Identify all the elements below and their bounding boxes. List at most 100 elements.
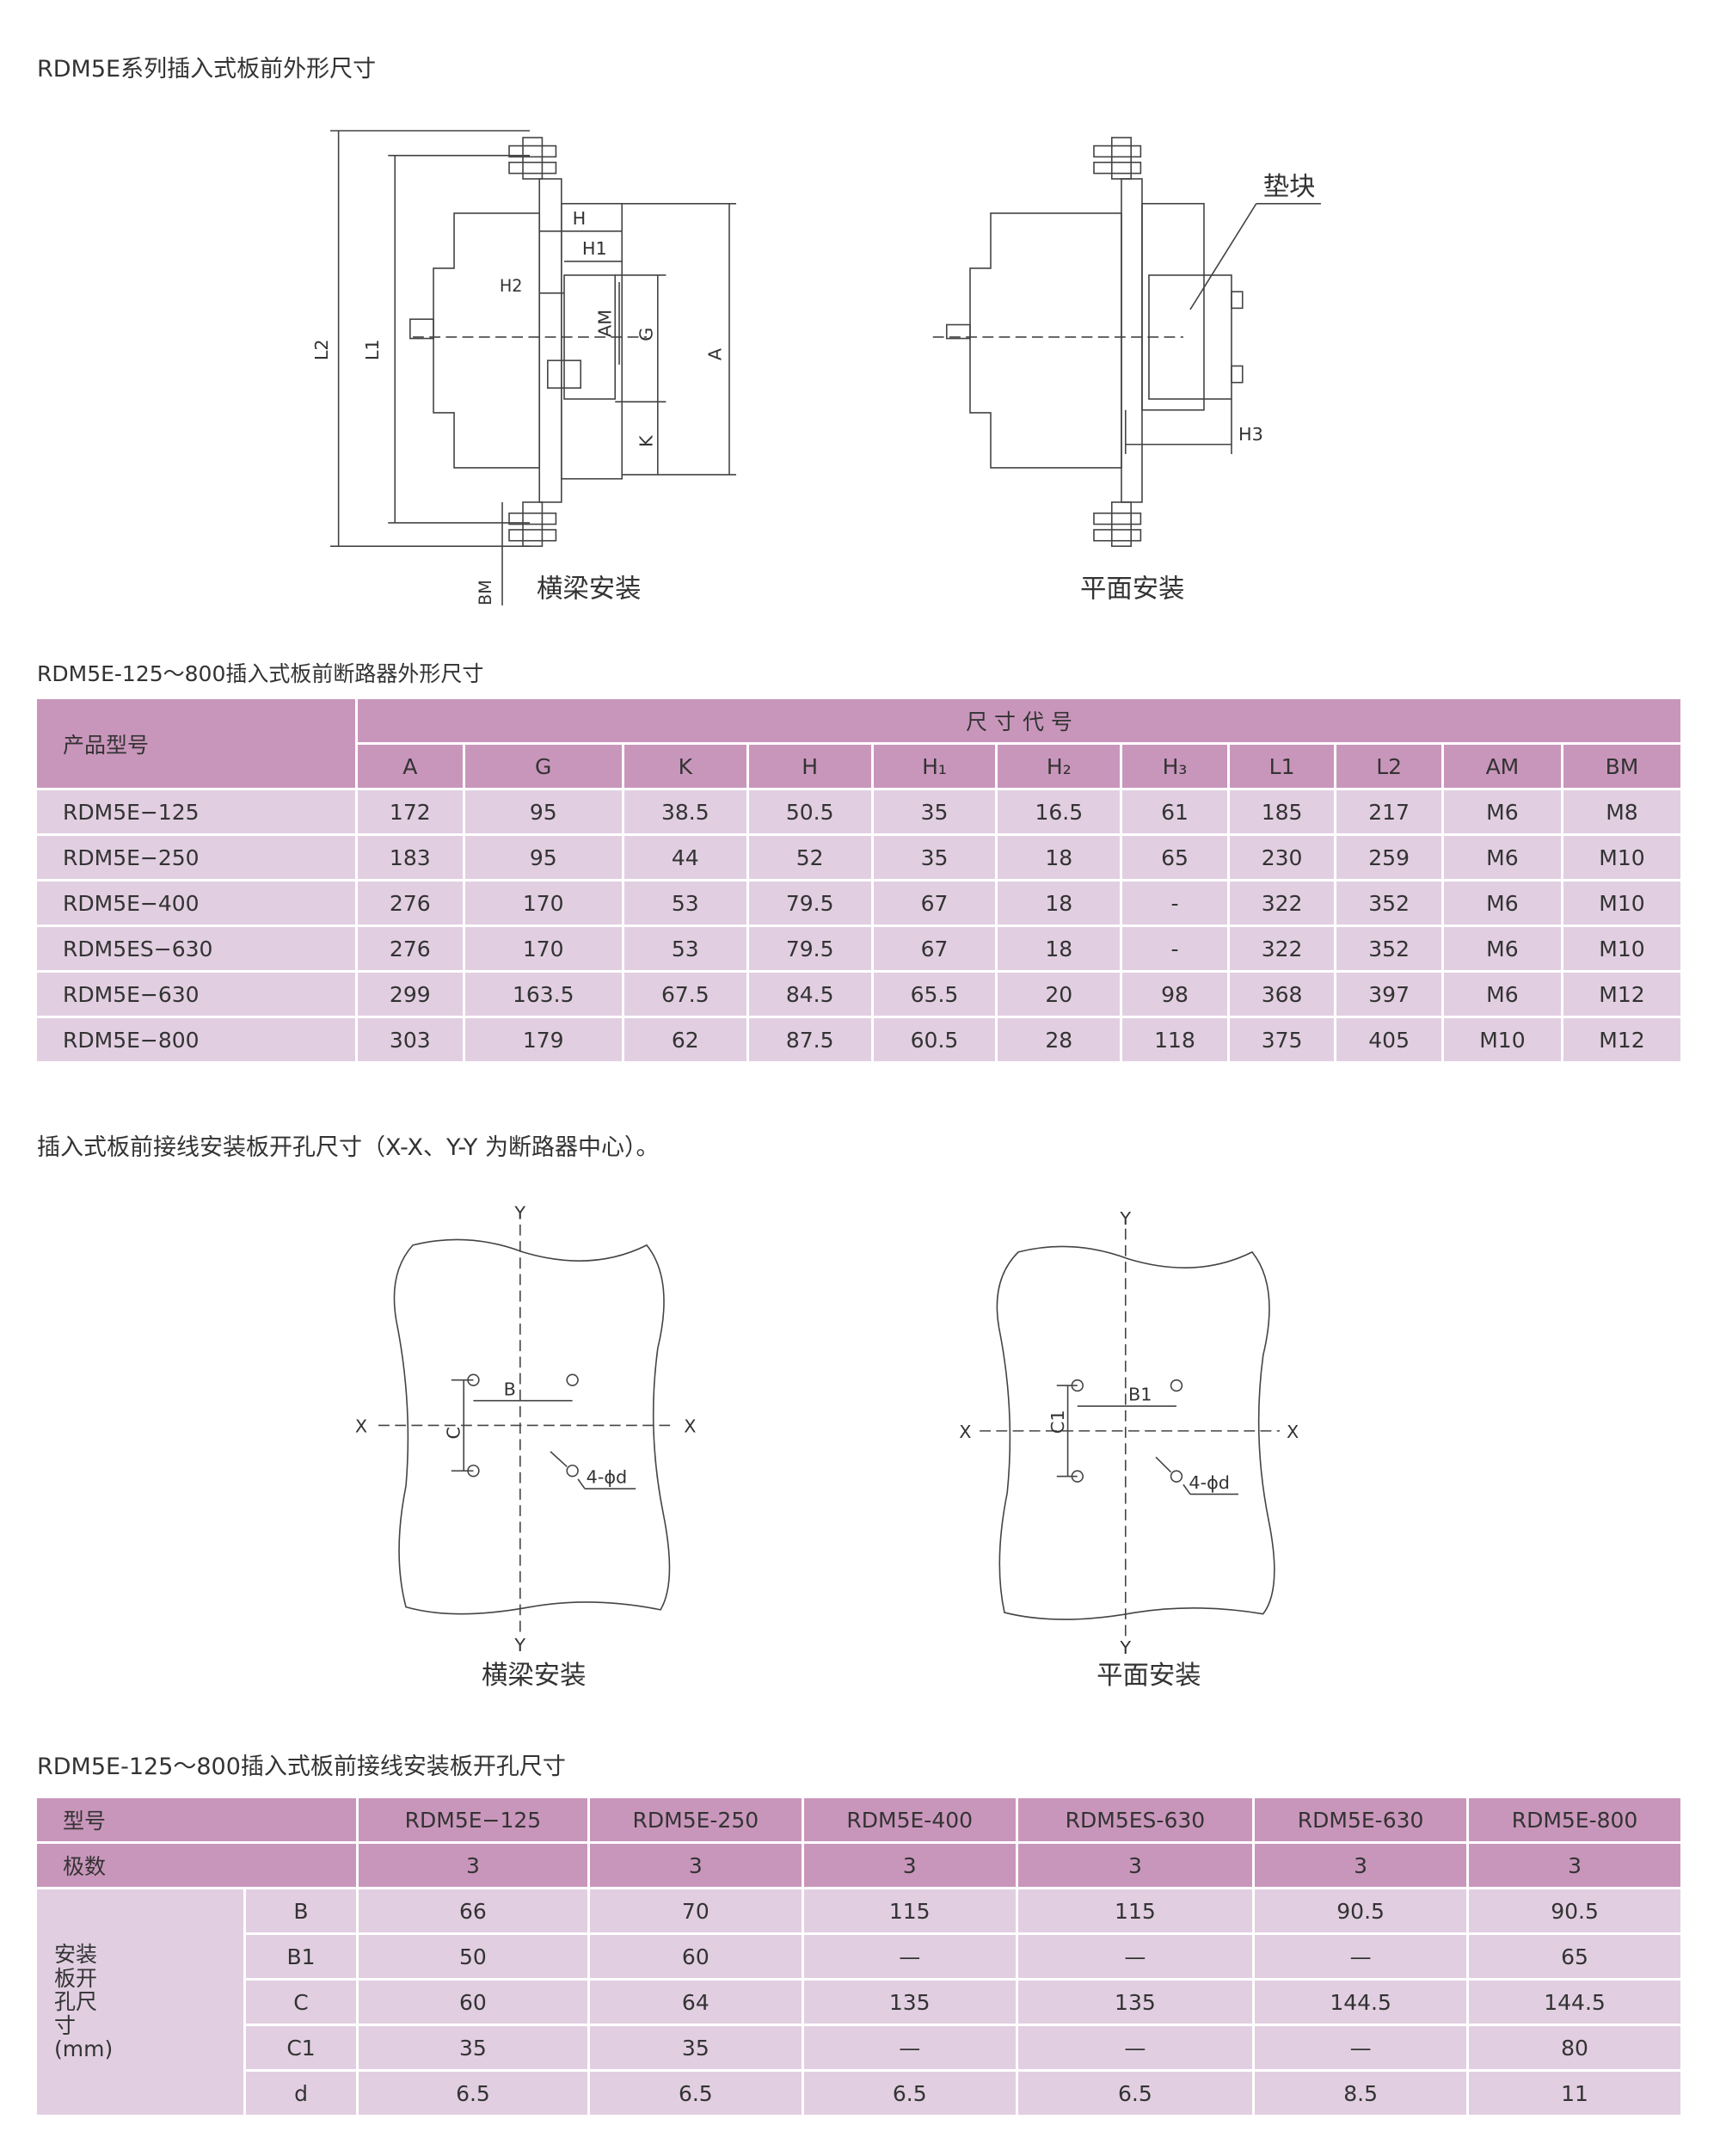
value-cell: 135 bbox=[1017, 1981, 1253, 2024]
value-cell: 183 bbox=[358, 836, 463, 879]
value-cell: 144.5 bbox=[1469, 1981, 1680, 2024]
param-cell: C1 bbox=[246, 2026, 356, 2069]
dim-label-H: H bbox=[573, 208, 587, 229]
axis-label-y-bottom-2: Y bbox=[1119, 1637, 1131, 1658]
value-cell: 70 bbox=[589, 1889, 802, 1932]
poles-cell: 3 bbox=[803, 1844, 1016, 1887]
value-cell: 80 bbox=[1469, 2026, 1680, 2069]
poles-cell: 3 bbox=[589, 1844, 802, 1887]
table-row: d 6.5 6.5 6.5 6.5 8.5 11 bbox=[37, 2072, 1680, 2115]
value-cell: 397 bbox=[1336, 973, 1441, 1016]
value-cell: 87.5 bbox=[748, 1018, 871, 1061]
value-cell: 28 bbox=[998, 1018, 1121, 1061]
param-cell: B1 bbox=[246, 1935, 356, 1978]
table-row: RDM5ES−630 276 170 53 79.5 67 18-322 352 M6 M10 bbox=[37, 927, 1680, 970]
table-row: C1 35 35— — —80 bbox=[37, 2026, 1680, 2069]
value-cell: 6.5 bbox=[359, 2072, 587, 2115]
axis-label-x-left-2: X bbox=[959, 1422, 971, 1442]
model-header: RDM5ES-630 bbox=[1017, 1798, 1253, 1841]
dim-label-AM: AM bbox=[594, 310, 615, 337]
dim-label-BM: BM bbox=[476, 580, 495, 605]
value-cell: - bbox=[1122, 927, 1227, 970]
dim-label-B1: B1 bbox=[1128, 1385, 1152, 1405]
group-label: 安装板开孔尺寸(mm) bbox=[37, 1889, 243, 2115]
value-cell: 352 bbox=[1336, 881, 1441, 924]
model-header: RDM5E-250 bbox=[589, 1798, 802, 1841]
column-header: G bbox=[464, 745, 622, 788]
dim-label-B: B bbox=[504, 1379, 516, 1399]
flat-mount-side-view bbox=[932, 137, 1321, 547]
value-cell: M10 bbox=[1563, 836, 1680, 879]
model-cell: RDM5ES−630 bbox=[37, 927, 355, 970]
model-header: RDM5E-630 bbox=[1255, 1798, 1467, 1841]
column-header: K bbox=[624, 745, 746, 788]
value-cell: — bbox=[1255, 2026, 1467, 2069]
value-cell: 18 bbox=[998, 927, 1121, 970]
value-cell: 64 bbox=[589, 1981, 802, 2024]
poles-cell: 3 bbox=[1017, 1844, 1253, 1887]
value-cell: 11 bbox=[1469, 2072, 1680, 2115]
header-dimension-codes: 尺 寸 代 号 bbox=[358, 699, 1680, 742]
param-cell: B bbox=[246, 1889, 356, 1932]
model-cell: RDM5E−250 bbox=[37, 836, 355, 879]
section1-title: RDM5E系列插入式板前外形尺寸 bbox=[37, 56, 377, 83]
dimensions-table: 产品型号 尺 寸 代 号 A G K H H₁ H₂ H₃ L1 L2 AM BM RDM5E−12… bbox=[34, 697, 1683, 1064]
value-cell: 53 bbox=[624, 881, 746, 924]
column-header: H₃ bbox=[1122, 745, 1227, 788]
table-row: RDM5E−125 172 95 38.5 50.5 35 16.5 61 185 217 M6 M8 bbox=[37, 790, 1680, 833]
value-cell: 8.5 bbox=[1255, 2072, 1467, 2115]
value-cell: 62 bbox=[624, 1018, 746, 1061]
caption-beam-mount: 横梁安装 bbox=[537, 574, 642, 604]
value-cell: 98 bbox=[1122, 973, 1227, 1016]
dim-label-L2: L2 bbox=[311, 339, 332, 360]
value-cell: 84.5 bbox=[748, 973, 871, 1016]
value-cell: 35 bbox=[873, 836, 996, 879]
value-cell: 115 bbox=[1017, 1889, 1253, 1932]
axis-label-y-bottom: Y bbox=[513, 1635, 525, 1655]
value-cell: 44 bbox=[624, 836, 746, 879]
hole-label: 4-ϕd bbox=[587, 1467, 628, 1488]
table-row: C 60 64 135 135 144.5 144.5 bbox=[37, 1981, 1680, 2024]
value-cell: 95 bbox=[464, 836, 622, 879]
value-cell: 217 bbox=[1336, 790, 1441, 833]
table1-title: RDM5E-125～800插入式板前断路器外形尺寸 bbox=[37, 661, 484, 686]
axis-label-y-top: Y bbox=[513, 1202, 525, 1223]
poles-cell: 3 bbox=[1255, 1844, 1467, 1887]
column-header: BM bbox=[1563, 745, 1680, 788]
column-header: A bbox=[358, 745, 463, 788]
value-cell: M12 bbox=[1563, 1018, 1680, 1061]
dim-label-C1: C1 bbox=[1047, 1410, 1068, 1434]
value-cell: 67 bbox=[873, 927, 996, 970]
column-header: AM bbox=[1443, 745, 1561, 788]
value-cell: M6 bbox=[1443, 973, 1561, 1016]
value-cell: 322 bbox=[1229, 927, 1335, 970]
value-cell: 35 bbox=[873, 790, 996, 833]
axis-label-y-top-2: Y bbox=[1119, 1208, 1131, 1229]
value-cell: 352 bbox=[1336, 927, 1441, 970]
value-cell: 60 bbox=[359, 1981, 587, 2024]
value-cell: 90.5 bbox=[1255, 1889, 1467, 1932]
cutout-table: 型号 RDM5E−125 RDM5E-250 RDM5E-400 RDM5ES-630 R… bbox=[34, 1796, 1683, 2117]
dim-label-L1: L1 bbox=[362, 339, 383, 360]
poles-cell: 3 bbox=[359, 1844, 587, 1887]
value-cell: 115 bbox=[803, 1889, 1016, 1932]
value-cell: 20 bbox=[998, 973, 1121, 1016]
value-cell: M6 bbox=[1443, 836, 1561, 879]
value-cell: 163.5 bbox=[464, 973, 622, 1016]
param-cell: d bbox=[246, 2072, 356, 2115]
value-cell: 276 bbox=[358, 881, 463, 924]
value-cell: 172 bbox=[358, 790, 463, 833]
column-header: H₂ bbox=[998, 745, 1121, 788]
caption-flat-mount-cutout: 平面安装 bbox=[1096, 1661, 1201, 1691]
value-cell: 53 bbox=[624, 927, 746, 970]
value-cell: 322 bbox=[1229, 881, 1335, 924]
value-cell: 179 bbox=[464, 1018, 622, 1061]
table-row: RDM5E−250 183 95 44 52 35 18 65 230 259 M6 M10 bbox=[37, 836, 1680, 879]
value-cell: — bbox=[1017, 1935, 1253, 1978]
dim-label-A: A bbox=[704, 347, 725, 360]
dim-label-H1: H1 bbox=[582, 238, 607, 259]
column-header: H₁ bbox=[873, 745, 996, 788]
model-cell: RDM5E−400 bbox=[37, 881, 355, 924]
value-cell: 144.5 bbox=[1255, 1981, 1467, 2024]
